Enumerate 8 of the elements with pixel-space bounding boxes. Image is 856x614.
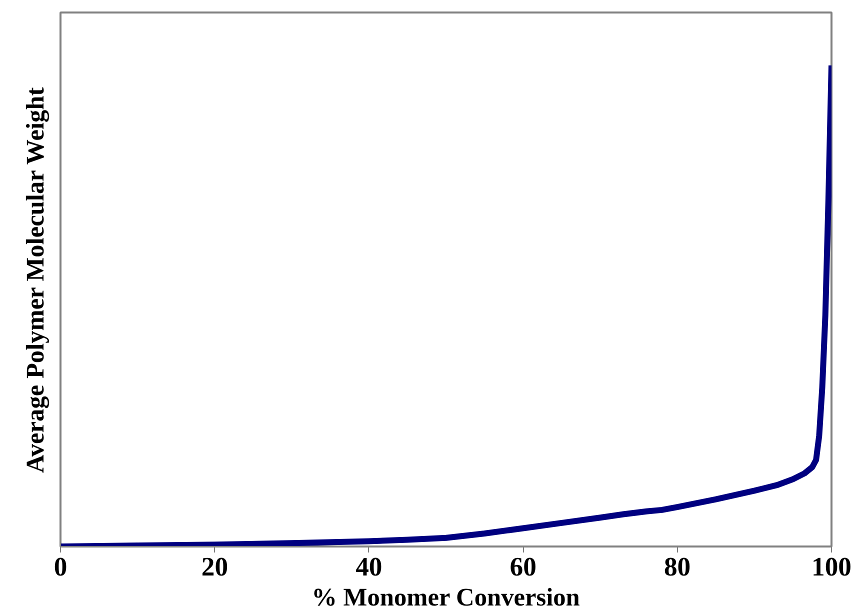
x-tick-label: 40 [356,552,382,582]
x-tick-label: 60 [510,552,536,582]
x-tick-label: 20 [201,552,228,582]
y-axis-title: Average Polymer Molecular Weight [22,86,50,474]
x-axis-title: % Monomer Conversion [312,584,580,612]
x-tick-label: 100 [812,552,852,582]
x-tick-label: 80 [664,552,691,582]
x-tick-label: 0 [54,552,68,582]
